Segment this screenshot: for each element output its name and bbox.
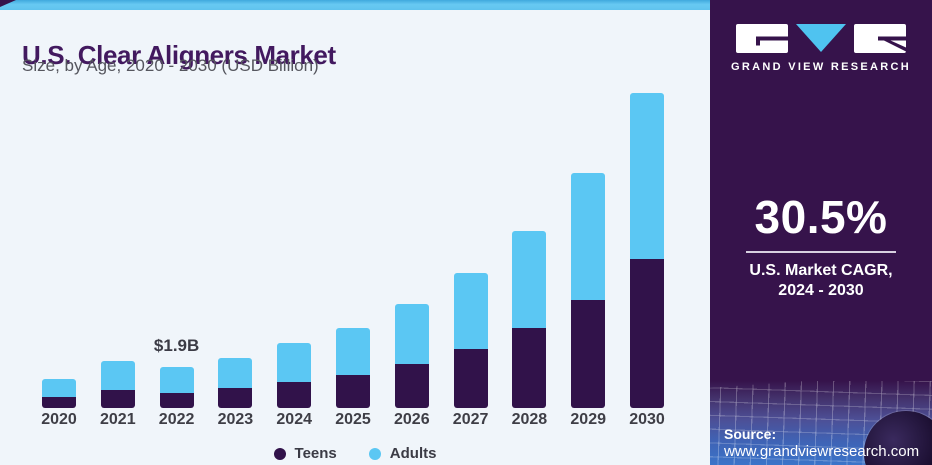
stat-divider [746, 251, 896, 253]
bar-2030 [630, 93, 664, 408]
bar-2029 [571, 173, 606, 408]
bar-2021 [100, 361, 135, 408]
bar-2022 [159, 367, 194, 408]
brand-sidebar: GRAND VIEW RESEARCH 30.5% U.S. Market CA… [710, 0, 932, 465]
bar-segment-adults-2020 [42, 378, 76, 398]
x-axis-label-2027: 2027 [452, 411, 489, 428]
bar-segment-teens-2027 [453, 348, 488, 408]
logo-letter-g-icon [736, 24, 788, 53]
stacked-bar-chart: 2020 2021 2022 2023 2024 2025 2026 2027 2028 2029… [41, 93, 665, 428]
cagr-caption-line2: 2024 - 2030 [778, 281, 864, 299]
bar-2025 [336, 327, 370, 408]
cagr-stat: 30.5% U.S. Market CAGR, 2024 - 2030 [710, 190, 932, 300]
brand-name: GRAND VIEW RESEARCH [731, 61, 911, 73]
bar-segment-adults-2027 [453, 272, 488, 349]
logo-triangle-icon [796, 24, 846, 52]
x-axis-label-2020: 2020 [41, 411, 77, 428]
bar-segment-teens-2020 [42, 397, 76, 408]
chart-panel: U.S. Clear Aligners Market Size, by Age,… [0, 0, 710, 462]
x-axis-label-2022: 2022 [158, 411, 195, 428]
bar-segment-adults-2024 [277, 342, 312, 383]
cagr-caption: U.S. Market CAGR, 2024 - 2030 [710, 261, 932, 300]
x-axis-label-2026: 2026 [394, 411, 430, 428]
bar-segment-teens-2021 [100, 389, 135, 408]
bar-segment-teens-2029 [571, 300, 606, 408]
x-axis-label-2024: 2024 [276, 411, 312, 428]
bar-segment-teens-2024 [277, 382, 312, 408]
bar-segment-adults-2028 [512, 231, 547, 328]
bar-2023 [218, 357, 253, 408]
x-axis-label-2028: 2028 [511, 411, 548, 428]
x-axis-label-2025: 2025 [335, 411, 371, 428]
bar-segment-adults-2023 [218, 357, 253, 388]
bar-segment-adults-2026 [394, 303, 429, 364]
bar-2027 [453, 272, 488, 408]
bar-2026 [394, 303, 429, 408]
legend-dot-teens [273, 447, 286, 460]
source-label: Source: [724, 426, 777, 442]
x-axis-label-2023: 2023 [217, 411, 254, 428]
x-axis-label-2030: 2030 [629, 411, 665, 428]
bar-segment-teens-2022 [159, 392, 194, 408]
chart-subtitle: Size, by Age, 2020 - 2030 (USD Billion) [22, 56, 319, 75]
legend-item-teens: Teens [273, 445, 337, 462]
corner-accent [0, 0, 16, 7]
legend-label-adults: Adults [389, 445, 437, 462]
bar-segment-adults-2022 [159, 367, 194, 393]
top-accent-bar [0, 0, 710, 10]
source-url: www.grandviewresearch.com [724, 443, 920, 460]
gvr-logo-marks [710, 24, 932, 53]
bar-segment-adults-2021 [100, 361, 135, 390]
bar-segment-teens-2026 [394, 363, 429, 408]
legend-label-teens: Teens [294, 445, 337, 462]
legend-item-adults: Adults [368, 445, 437, 462]
bar-2020 [42, 378, 76, 408]
bar-segment-teens-2025 [336, 374, 370, 408]
bar-segment-adults-2029 [571, 173, 606, 301]
bar-segment-adults-2025 [336, 327, 370, 375]
bar-value-annotation: $1.9B [153, 336, 200, 356]
bar-segment-teens-2023 [218, 387, 253, 408]
chart-title: U.S. Clear Aligners Market [22, 40, 336, 71]
gvr-logo: GRAND VIEW RESEARCH [710, 24, 932, 73]
x-axis-label-2021: 2021 [100, 411, 136, 428]
cagr-value: 30.5% [754, 191, 888, 243]
bar-segment-teens-2030 [630, 259, 664, 408]
x-axis-label-2029: 2029 [570, 411, 606, 428]
chart-legend: Teens Adults [0, 445, 710, 462]
legend-dot-adults [368, 447, 381, 460]
bar-2024 [277, 342, 312, 408]
bar-segment-teens-2028 [512, 327, 547, 408]
bar-segment-adults-2030 [630, 93, 664, 260]
cagr-caption-line1: U.S. Market CAGR, [749, 262, 893, 279]
logo-letter-r-icon [854, 24, 906, 53]
globe-graphic [710, 381, 932, 465]
bar-2028 [512, 231, 547, 408]
source-note: Source: www.grandviewresearch.com [724, 426, 919, 460]
